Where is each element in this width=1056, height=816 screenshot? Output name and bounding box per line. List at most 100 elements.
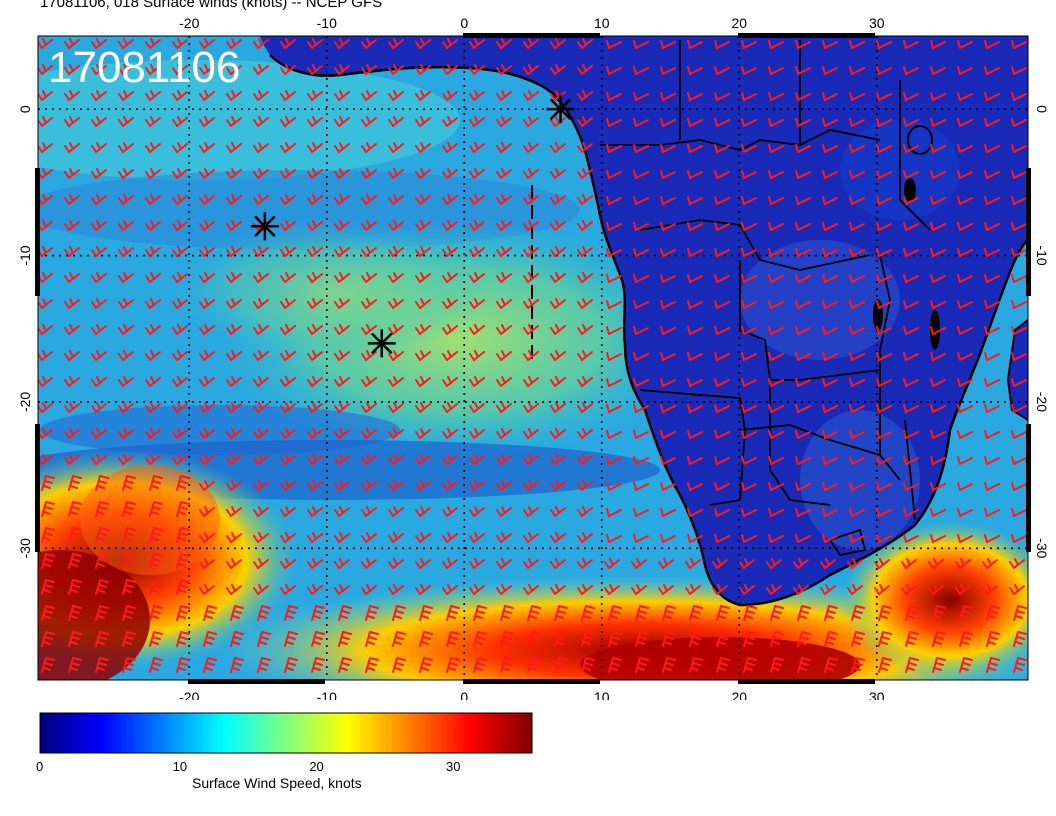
wind-barb (984, 170, 1000, 179)
wind-barb (172, 116, 188, 127)
wind-barb (523, 168, 539, 179)
wind-barb (442, 402, 458, 413)
wind-barb (874, 558, 890, 569)
wind-barb (199, 376, 215, 387)
wind-barb (905, 631, 919, 647)
wind-barb (361, 298, 377, 309)
wind-barb (226, 298, 242, 309)
wind-barb (550, 168, 566, 179)
wind-barb (1011, 378, 1027, 387)
wind-barb (876, 118, 892, 127)
wind-barb (388, 350, 404, 361)
wind-barb (442, 168, 458, 179)
wind-barb (446, 605, 460, 621)
wind-barb (253, 116, 269, 127)
wind-barb (361, 246, 377, 257)
wind-barb (660, 118, 676, 127)
wind-barb (388, 220, 404, 231)
wind-barb (716, 657, 730, 673)
wind-barb (307, 454, 323, 465)
wind-barb (361, 90, 377, 101)
wind-barb (822, 326, 838, 335)
colorbar-gradient (39, 712, 533, 754)
wind-barb (687, 40, 703, 49)
wind-barb (334, 142, 350, 153)
wind-barb (523, 350, 539, 361)
wind-barb (199, 350, 215, 361)
wind-barb (388, 272, 404, 283)
wind-barb (388, 532, 404, 543)
wind-barb (392, 605, 406, 621)
wind-barb (38, 298, 53, 309)
wind-barb (280, 194, 296, 205)
lat-tick-right: -10 (1034, 245, 1050, 265)
wind-barb (172, 38, 188, 49)
wind-barb (64, 64, 80, 75)
wind-barb (388, 402, 404, 413)
wind-barb (500, 657, 514, 673)
wind-barb (984, 508, 1000, 517)
wind-barb (91, 298, 107, 309)
wind-barb (685, 558, 701, 569)
wind-barb (496, 532, 512, 543)
wind-barb (550, 272, 566, 283)
wind-barb (253, 142, 269, 153)
wind-barb (793, 584, 809, 595)
wind-barb (199, 272, 215, 283)
wind-barb (415, 324, 431, 335)
wind-barb (554, 657, 568, 673)
wind-barb (662, 657, 676, 673)
wind-barb (145, 90, 161, 101)
wind-barb (419, 631, 433, 647)
wind-barb (822, 40, 838, 49)
wind-barb (145, 324, 161, 335)
wind-barb (1011, 300, 1027, 309)
wind-barb (68, 657, 82, 673)
wind-barb (660, 300, 676, 309)
wind-barb (550, 64, 566, 75)
wind-barb (903, 456, 919, 465)
wind-barb (38, 142, 53, 153)
wind-barb (957, 222, 973, 231)
lat-tick-left: 0 (17, 105, 33, 113)
wind-barb (415, 64, 431, 75)
wind-barb (388, 558, 404, 569)
wind-barb (496, 376, 512, 387)
wind-barb (876, 430, 892, 439)
wind-barb (932, 605, 946, 621)
wind-barb (660, 482, 676, 491)
wind-barb (230, 657, 244, 673)
wind-barb (687, 456, 703, 465)
wind-barb (930, 430, 946, 439)
wind-barb (606, 118, 622, 127)
wind-barb (388, 454, 404, 465)
wind-barb (307, 168, 323, 179)
lon-tick-bottom: -10 (317, 689, 337, 700)
wind-barb (280, 116, 296, 127)
wind-barb (230, 631, 244, 647)
wind-barb (442, 480, 458, 491)
wind-barb (523, 246, 539, 257)
wind-barb (550, 558, 566, 569)
wind-barb (660, 40, 676, 49)
wind-barb (984, 92, 1000, 101)
wind-barb (714, 196, 730, 205)
wind-barb (876, 92, 892, 101)
wind-barb (442, 38, 458, 49)
wind-barb (687, 92, 703, 101)
wind-barb (577, 584, 593, 595)
wind-barb (118, 454, 134, 465)
wind-barb (768, 430, 784, 439)
wind-barb (1011, 326, 1027, 335)
wind-barb (687, 352, 703, 361)
wind-barb (253, 480, 269, 491)
wind-barb (905, 605, 919, 621)
wind-barb (145, 454, 161, 465)
wind-barb (118, 376, 134, 387)
wind-barb (334, 324, 350, 335)
wind-barb (118, 64, 134, 75)
wind-barb (658, 558, 674, 569)
storm-marker-icon (250, 212, 279, 241)
wind-barb (714, 92, 730, 101)
wind-barb (307, 402, 323, 413)
